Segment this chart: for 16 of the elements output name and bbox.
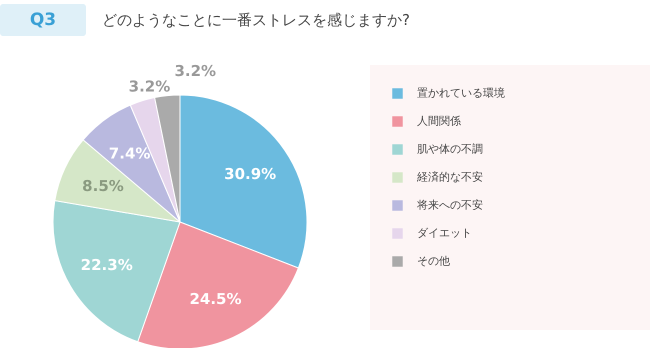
legend-label: 置かれている環境 <box>417 86 505 100</box>
legend-label: その他 <box>417 254 450 268</box>
data-label: 24.5% <box>189 290 242 308</box>
legend-label: 将来への不安 <box>416 198 483 212</box>
data-label: 3.2% <box>174 62 216 80</box>
legend-label: 経済的な不安 <box>416 170 483 184</box>
data-label: 30.9% <box>224 165 276 183</box>
legend-label: ダイエット <box>417 226 472 240</box>
legend-label: 肌や体の不調 <box>417 142 483 156</box>
chart-title: Q3 <box>30 10 56 30</box>
chart-subtitle: どのようなことに一番ストレスを感じますか? <box>102 11 410 29</box>
data-label: 22.3% <box>80 256 133 274</box>
data-label: 7.4% <box>108 144 150 163</box>
data-label: 3.2% <box>128 78 170 96</box>
legend-label: 人間関係 <box>417 114 461 128</box>
data-label: 8.5% <box>82 177 124 196</box>
